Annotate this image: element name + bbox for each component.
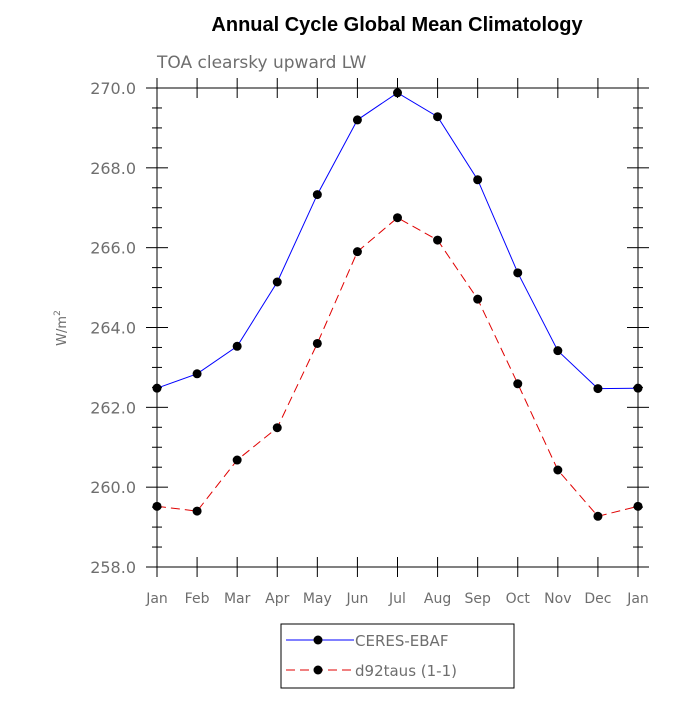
plot-frame-border <box>156 87 639 568</box>
x-tick-label: Dec <box>584 591 611 607</box>
series-1-point <box>553 346 563 356</box>
x-tick-label: May <box>303 591 332 607</box>
y-axis-label-text: W/m <box>55 316 70 346</box>
y-tick-label: 258.0 <box>90 558 136 577</box>
series-2-point <box>633 501 643 511</box>
x-tick-label: Jul <box>388 591 406 607</box>
series-1-point <box>433 112 443 122</box>
series-1-point <box>593 384 603 394</box>
series-1-point <box>232 341 242 351</box>
series-2-point <box>272 423 282 433</box>
series-1-point <box>473 175 483 185</box>
series-1-point <box>633 383 643 393</box>
x-tick-label: Aug <box>424 591 451 607</box>
series-line-1 <box>156 92 639 390</box>
series-2-point <box>352 247 362 257</box>
x-tick-label: Jun <box>345 591 368 607</box>
series-1-point <box>152 383 162 393</box>
series-2-point <box>593 511 603 521</box>
series-1-point <box>192 369 202 379</box>
series-2-point <box>553 465 563 475</box>
series-layer <box>152 88 643 521</box>
y-axis-label: W/m2 <box>53 310 70 346</box>
series-2-point <box>393 213 402 223</box>
x-tick-label: Jan <box>626 591 649 607</box>
x-tick-label: Feb <box>185 591 210 607</box>
series-1-point <box>393 88 402 98</box>
x-tick-label: Sep <box>464 591 491 607</box>
y-axis-label-superscript: 2 <box>53 310 63 316</box>
legend-label-1: CERES-EBAF <box>355 632 448 650</box>
series-2-point <box>192 506 202 516</box>
x-tick-label: Jan <box>145 591 168 607</box>
chart-subtitle: TOA clearsky upward LW <box>156 53 367 73</box>
x-axis: Jan Feb Mar Apr May Jun Jul Aug Sep Oct Nov Dec Jan <box>145 78 649 607</box>
x-tick-label: Mar <box>224 591 251 607</box>
legend: CERES-EBAF d92taus (1-1) <box>280 623 515 689</box>
y-tick-label: 268.0 <box>90 159 136 178</box>
series-2-point <box>312 338 322 348</box>
plot-area <box>156 87 639 568</box>
x-tick-label: Nov <box>544 591 571 607</box>
x-tick-label: Oct <box>506 591 531 607</box>
y-tick-label: 270.0 <box>90 79 136 98</box>
series-2-point <box>513 379 523 389</box>
series-2-point <box>152 501 162 511</box>
chart-title: Annual Cycle Global Mean Climatology <box>211 14 583 36</box>
legend-marker-1 <box>313 635 323 645</box>
series-2-point <box>232 455 242 465</box>
y-tick-label: 264.0 <box>90 319 136 338</box>
y-tick-label: 266.0 <box>90 239 136 258</box>
y-axis: 258.0 260.0 262.0 264.0 266.0 268.0 270.0 <box>90 79 649 577</box>
legend-label-2: d92taus (1-1) <box>355 662 457 680</box>
x-tick-label: Apr <box>265 591 289 607</box>
legend-marker-2 <box>313 665 323 675</box>
series-2-point <box>473 294 483 304</box>
y-tick-label: 260.0 <box>90 478 136 497</box>
series-1-point <box>272 277 282 287</box>
series-line-2 <box>156 217 639 517</box>
y-tick-label: 262.0 <box>90 398 136 417</box>
series-1-point <box>312 190 322 200</box>
series-1-point <box>513 268 523 278</box>
series-1-point <box>352 115 362 125</box>
series-2-point <box>433 235 443 245</box>
legend-box <box>280 623 515 689</box>
